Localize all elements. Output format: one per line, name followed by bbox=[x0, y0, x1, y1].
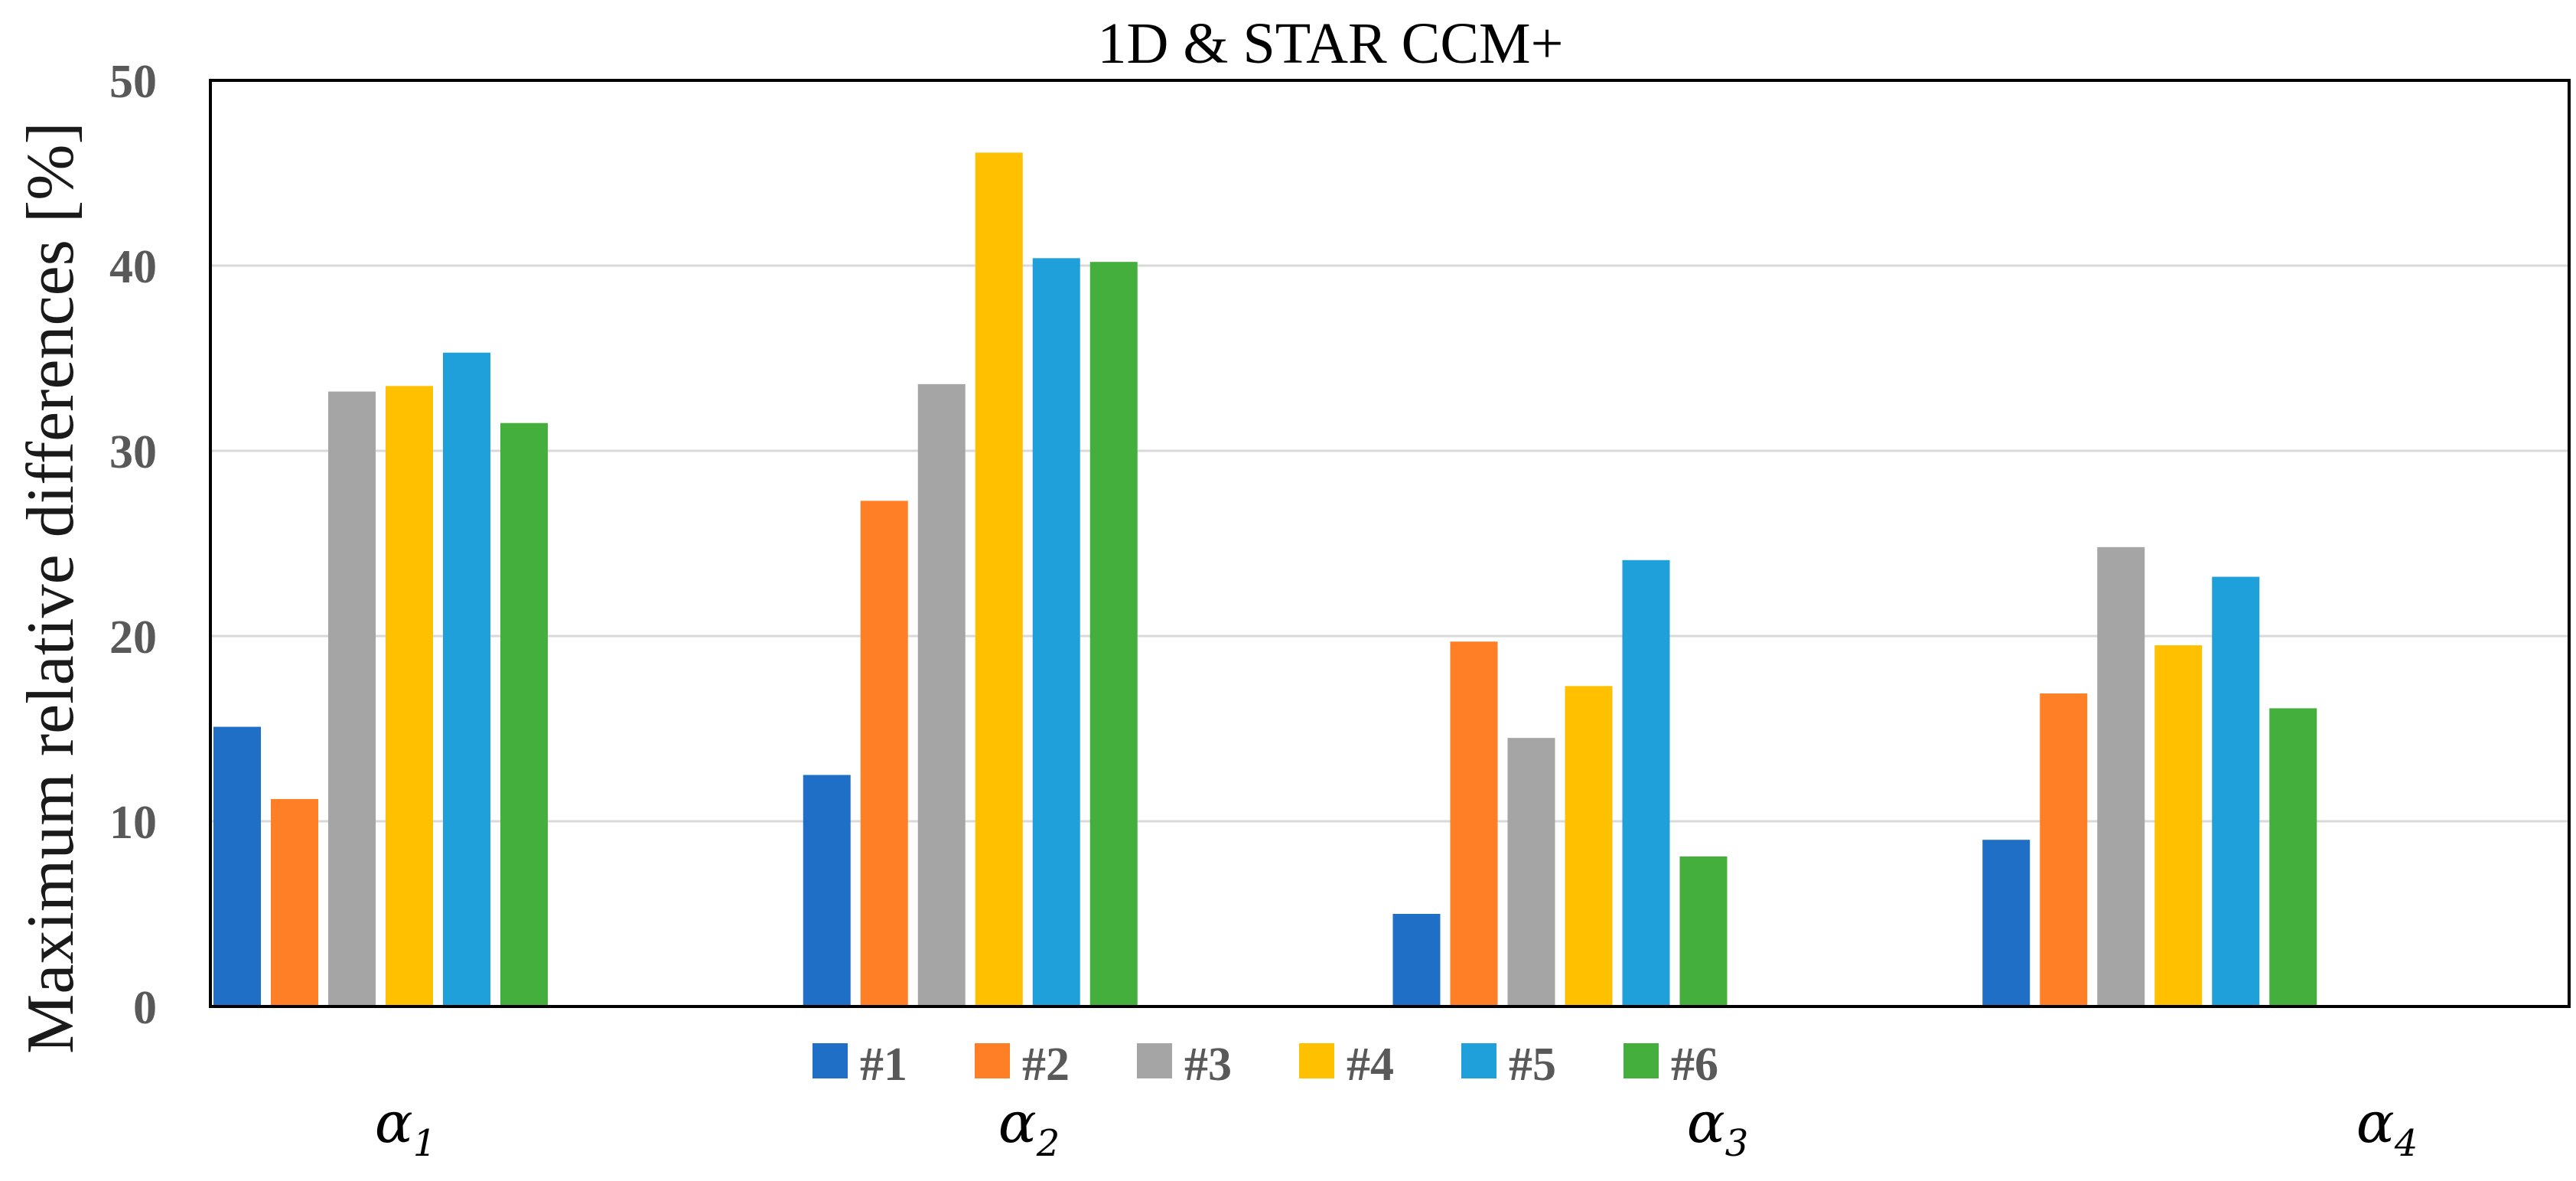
y-tick-label: 50 bbox=[109, 56, 157, 108]
bar-series-5-cat-3 bbox=[1622, 560, 1670, 1006]
bar-series-2-cat-2 bbox=[860, 501, 908, 1006]
x-category-label: α2 bbox=[998, 1090, 1060, 1165]
legend-label: #3 bbox=[1184, 1039, 1232, 1091]
bar-series-5-cat-2 bbox=[1032, 258, 1080, 1006]
bar-series-5-cat-1 bbox=[443, 352, 490, 1006]
y-axis-label: Maximum relative differences [%] bbox=[14, 122, 88, 1054]
bar-series-3-cat-4 bbox=[2097, 546, 2145, 1006]
x-category-label: α4 bbox=[2356, 1090, 2418, 1165]
bar-series-6-cat-3 bbox=[1679, 856, 1728, 1006]
plot-area-border bbox=[209, 79, 2571, 1008]
y-tick-label: 0 bbox=[133, 982, 157, 1034]
legend-label: #6 bbox=[1671, 1039, 1718, 1091]
legend-swatch bbox=[1623, 1043, 1659, 1078]
x-category-labels: α1 α2 α3 α4 bbox=[375, 1090, 2418, 1165]
legend-label: #1 bbox=[860, 1039, 907, 1091]
bar-series-4-cat-2 bbox=[975, 152, 1023, 1006]
bar-series-2-cat-3 bbox=[1450, 641, 1498, 1006]
legend-swatch bbox=[1137, 1043, 1172, 1078]
y-tick-label: 40 bbox=[109, 241, 157, 293]
y-tick-label: 10 bbox=[109, 797, 157, 849]
legend-swatch bbox=[813, 1043, 848, 1078]
bars bbox=[213, 152, 2317, 1006]
bar-series-1-cat-4 bbox=[1982, 840, 2031, 1006]
bar-series-3-cat-1 bbox=[328, 391, 376, 1006]
legend: #1 #2 #3 #4 #5 #6 bbox=[813, 1039, 1718, 1091]
legend-label: #4 bbox=[1347, 1039, 1394, 1091]
bar-series-6-cat-2 bbox=[1089, 262, 1138, 1006]
bar-series-3-cat-2 bbox=[917, 383, 966, 1006]
bar-series-5-cat-4 bbox=[2212, 576, 2260, 1006]
bar-series-2-cat-4 bbox=[2040, 693, 2088, 1006]
x-category-label: α1 bbox=[375, 1090, 437, 1165]
bar-series-1-cat-2 bbox=[803, 775, 851, 1006]
bar-series-4-cat-1 bbox=[386, 386, 433, 1006]
legend-label: #2 bbox=[1022, 1039, 1070, 1091]
x-category-label: α3 bbox=[1687, 1090, 1749, 1165]
bar-series-1-cat-1 bbox=[213, 726, 261, 1006]
bar-series-1-cat-3 bbox=[1392, 914, 1441, 1006]
bar-series-6-cat-1 bbox=[500, 422, 548, 1006]
legend-swatch bbox=[975, 1043, 1010, 1078]
bar-series-3-cat-3 bbox=[1507, 738, 1555, 1006]
bar-series-6-cat-4 bbox=[2269, 708, 2317, 1006]
y-tick-label: 30 bbox=[109, 426, 157, 478]
legend-swatch bbox=[1461, 1043, 1496, 1078]
bar-series-2-cat-1 bbox=[271, 798, 318, 1006]
bar-series-4-cat-4 bbox=[2154, 645, 2203, 1006]
y-tick-labels: 0 10 20 30 40 50 bbox=[109, 56, 157, 1034]
chart-title: 1D & STAR CCM+ bbox=[1097, 11, 1563, 76]
bar-series-4-cat-3 bbox=[1565, 686, 1613, 1006]
y-tick-label: 20 bbox=[109, 612, 157, 664]
legend-swatch bbox=[1299, 1043, 1334, 1078]
legend-label: #5 bbox=[1509, 1039, 1556, 1091]
